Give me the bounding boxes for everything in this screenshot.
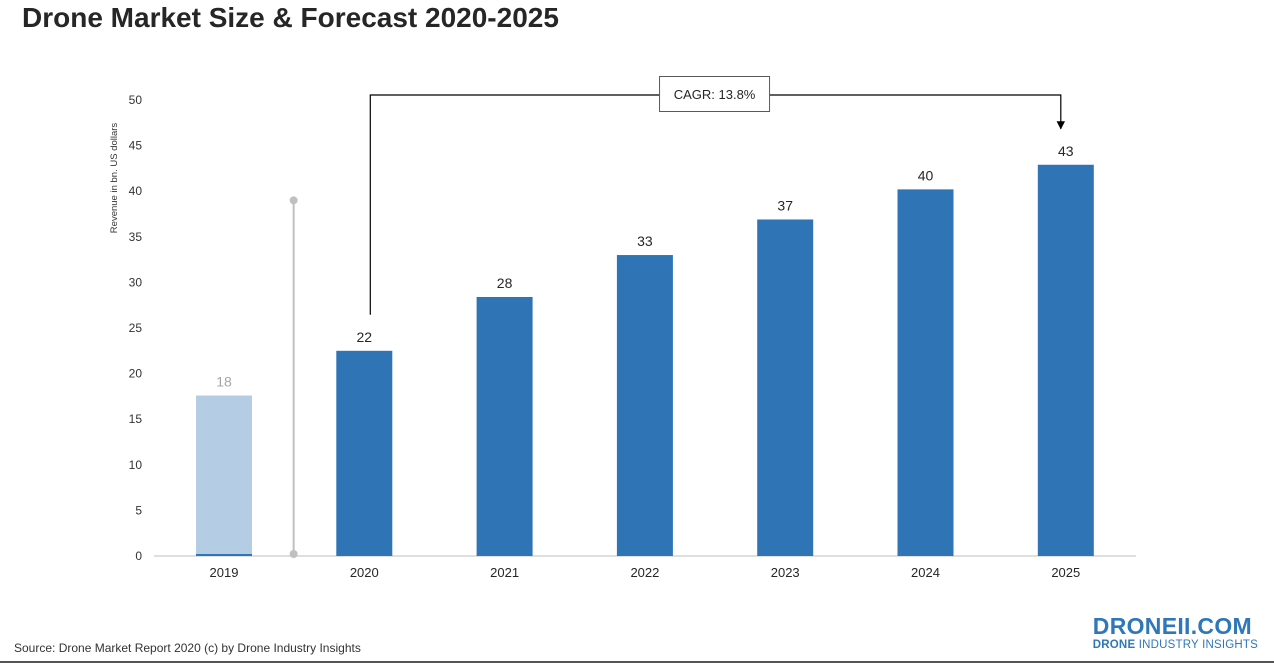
y-tick-label: 0: [135, 549, 142, 563]
bottom-rule: [0, 661, 1274, 663]
data-label-2020: 22: [357, 329, 373, 345]
x-tick-label: 2025: [1051, 565, 1080, 580]
data-label-2023: 37: [777, 197, 793, 213]
separator-bottom-dot: [289, 550, 298, 558]
y-tick-label: 50: [129, 93, 143, 107]
bar-baseline-accent: [196, 554, 252, 556]
cagr-label: CAGR: 13.8%: [674, 87, 756, 102]
y-axis-title: Revenue in bn. US dollars: [109, 123, 120, 234]
droneii-logo: DRONEII.COM DRONE INDUSTRY INSIGHTS: [1093, 614, 1258, 652]
data-label-2019: 18: [216, 373, 232, 389]
data-label-2022: 33: [637, 233, 653, 249]
logo-wordmark: DRONEII.COM: [1092, 613, 1252, 639]
bar-2020: [336, 350, 393, 556]
y-tick-label: 15: [129, 412, 143, 426]
bar-2023: [757, 219, 814, 557]
x-tick-label: 2022: [630, 565, 659, 580]
y-tick-label: 35: [129, 230, 143, 244]
logo-tagline: DRONE INDUSTRY INSIGHTS: [1093, 638, 1258, 652]
x-tick-label: 2020: [350, 565, 379, 580]
logo-tagline-bold: DRONE: [1092, 639, 1136, 651]
bar-2024: [897, 189, 954, 556]
source-note: Source: Drone Market Report 2020 (c) by …: [14, 641, 361, 655]
logo-tagline-rest: INDUSTRY INSIGHTS: [1138, 639, 1258, 651]
data-label-2024: 40: [918, 167, 934, 183]
bar-2019: [196, 395, 252, 556]
y-tick-label: 45: [129, 139, 143, 153]
y-tick-label: 10: [129, 458, 143, 472]
x-tick-label: 2023: [771, 565, 800, 580]
bar-2025: [1037, 164, 1094, 556]
y-tick-label: 40: [129, 184, 143, 198]
chart-title: Drone Market Size & Forecast 2020-2025: [22, 2, 559, 33]
cagr-label-box: [659, 76, 771, 112]
bar-2021: [476, 296, 533, 556]
x-tick-label: 2021: [490, 565, 519, 580]
x-tick-label: 2024: [911, 565, 940, 580]
y-tick-label: 25: [129, 321, 143, 335]
separator-top-dot: [289, 196, 298, 205]
bar-2022: [616, 255, 673, 557]
data-label-2025: 43: [1058, 143, 1074, 159]
y-tick-label: 20: [129, 367, 143, 381]
cagr-bracket-arrow: [369, 94, 1065, 315]
x-tick-label: 2019: [210, 565, 239, 580]
y-tick-label: 30: [129, 275, 143, 289]
data-label-2021: 28: [497, 275, 513, 291]
y-tick-label: 5: [135, 503, 142, 517]
